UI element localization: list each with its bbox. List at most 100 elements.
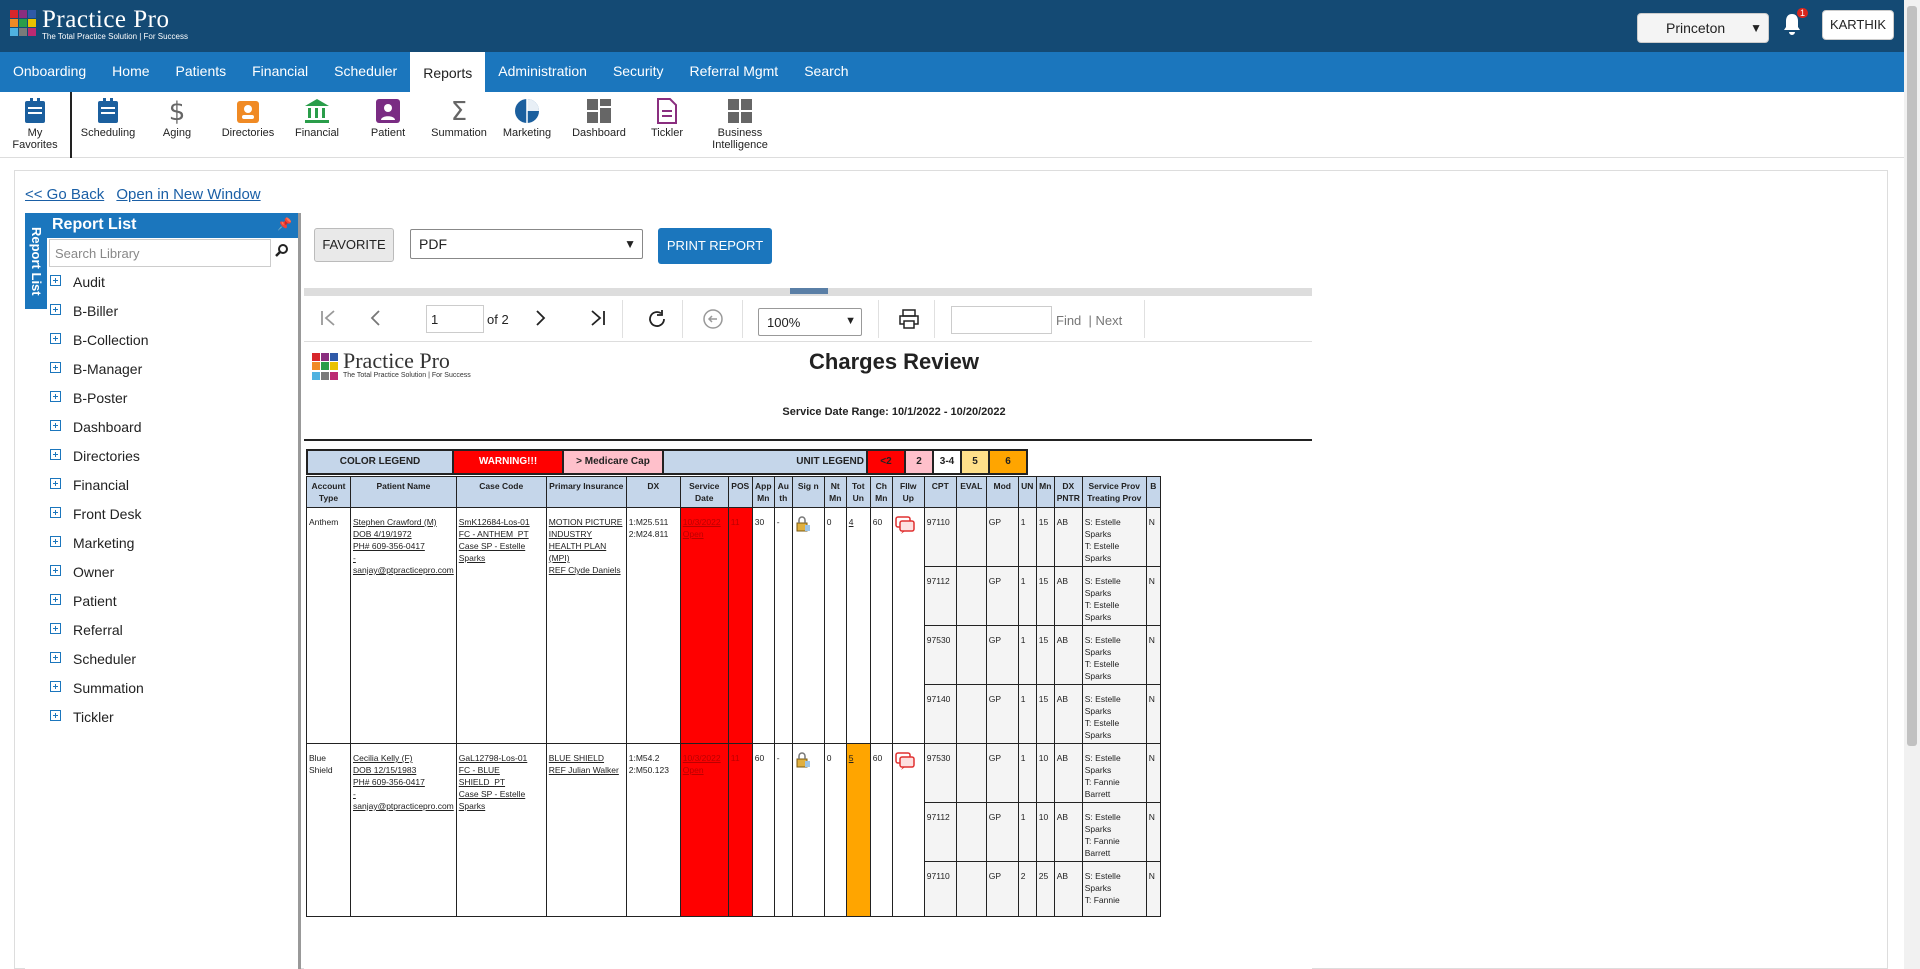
expand-icon[interactable] <box>50 594 61 605</box>
cell-line[interactable]: sanjay@ptpracticepro.com <box>353 565 454 575</box>
tree-node-tickler[interactable]: Tickler <box>50 709 148 738</box>
print-icon[interactable] <box>898 308 920 330</box>
tree-node-patient[interactable]: Patient <box>50 593 148 622</box>
cell-line[interactable]: 10/3/2022 <box>682 517 721 527</box>
previous-page-icon[interactable] <box>366 308 386 328</box>
find-link[interactable]: Find <box>1056 313 1082 328</box>
collapse-handle[interactable] <box>790 288 828 294</box>
nav-item-referral-mgmt[interactable]: Referral Mgmt <box>689 63 779 79</box>
cell-line[interactable]: Case SP - Estelle Sparks <box>458 541 526 563</box>
cell-line[interactable]: FC - ANTHEM_PT <box>458 529 529 539</box>
last-page-icon[interactable] <box>588 308 608 328</box>
cell-line[interactable]: Open <box>682 529 704 539</box>
cell-line[interactable]: - <box>353 789 356 799</box>
tree-node-audit[interactable]: Audit <box>50 274 148 303</box>
toolbar-directories[interactable]: Directories <box>218 98 278 139</box>
cell-line[interactable]: DOB 12/15/1983 <box>353 765 417 775</box>
expand-icon[interactable] <box>50 420 61 431</box>
go-back-link[interactable]: << Go Back <box>25 186 105 203</box>
expand-icon[interactable] <box>50 391 61 402</box>
tree-node-dashboard[interactable]: Dashboard <box>50 419 148 448</box>
nav-item-scheduler[interactable]: Scheduler <box>334 63 398 79</box>
expand-icon[interactable] <box>50 333 61 344</box>
expand-icon[interactable] <box>50 275 61 286</box>
cell-line[interactable]: SmK12684-Los-01 <box>458 517 530 527</box>
cell-line[interactable]: DOB 4/19/1972 <box>353 529 412 539</box>
nav-item-home[interactable]: Home <box>112 63 150 79</box>
back-to-parent-icon[interactable] <box>702 308 724 330</box>
toolbar-patient[interactable]: Patient <box>366 98 410 139</box>
nav-item-reports[interactable]: Reports <box>410 52 486 92</box>
expand-icon[interactable] <box>50 304 61 315</box>
user-menu-button[interactable]: KARTHIK <box>1822 10 1894 40</box>
nav-item-financial[interactable]: Financial <box>252 63 309 79</box>
nav-item-patients[interactable]: Patients <box>175 63 227 79</box>
report-list-side-tab[interactable]: Report List <box>25 213 47 309</box>
cell-line[interactable]: Case SP - Estelle Sparks <box>458 789 526 811</box>
cell-line[interactable]: MOTION PICTURE INDUSTRY HEALTH PLAN (MPI… <box>548 517 623 563</box>
tree-node-financial[interactable]: Financial <box>50 477 148 506</box>
viewer-collapse-bar[interactable] <box>304 288 1312 296</box>
tree-node-scheduler[interactable]: Scheduler <box>50 651 148 680</box>
tree-node-marketing[interactable]: Marketing <box>50 535 148 564</box>
cell-line[interactable]: Cecilia Kelly (F) <box>353 753 413 763</box>
nav-item-administration[interactable]: Administration <box>498 63 587 79</box>
scrollbar-thumb[interactable] <box>1907 6 1917 746</box>
page-number-input[interactable]: 1 <box>426 305 484 333</box>
tree-node-b-manager[interactable]: B-Manager <box>50 361 148 390</box>
favorite-button[interactable]: FAVORITE <box>314 228 394 262</box>
expand-icon[interactable] <box>50 449 61 460</box>
toolbar-summation[interactable]: Σ Summation <box>428 98 490 139</box>
expand-icon[interactable] <box>50 681 61 692</box>
expand-icon[interactable] <box>50 362 61 373</box>
page-scrollbar[interactable] <box>1904 0 1920 969</box>
toolbar-my-favorites[interactable]: My Favorites <box>10 98 60 151</box>
cell-line[interactable]: BLUE SHIELD <box>548 753 605 763</box>
tree-node-directories[interactable]: Directories <box>50 448 148 477</box>
tree-node-referral[interactable]: Referral <box>50 622 148 651</box>
tree-node-owner[interactable]: Owner <box>50 564 148 593</box>
cell-line[interactable]: REF Julian Walker <box>548 765 619 775</box>
expand-icon[interactable] <box>50 652 61 663</box>
zoom-select[interactable]: 100% ▼ <box>758 308 862 336</box>
search-icon[interactable] <box>275 243 289 257</box>
expand-icon[interactable] <box>50 536 61 547</box>
tree-node-summation[interactable]: Summation <box>50 680 148 709</box>
cell-line[interactable]: - <box>353 553 356 563</box>
toolbar-tickler[interactable]: Tickler <box>645 98 689 139</box>
panel-splitter[interactable] <box>298 213 301 969</box>
toolbar-aging[interactable]: $ Aging <box>155 98 199 139</box>
location-select[interactable]: Princeton ▼ <box>1637 13 1769 43</box>
expand-icon[interactable] <box>50 623 61 634</box>
find-input[interactable] <box>951 306 1052 334</box>
expand-icon[interactable] <box>50 710 61 721</box>
chat-icon[interactable] <box>895 752 915 770</box>
practice-pro-logo[interactable]: Practice Pro The Total Practice Solution … <box>10 7 188 44</box>
toolbar-business-intelligence[interactable]: Business Intelligence <box>708 98 772 151</box>
next-link[interactable]: | Next <box>1088 313 1123 328</box>
cell-line[interactable]: 10/3/2022 <box>682 753 721 763</box>
toolbar-dashboard[interactable]: Dashboard <box>569 98 629 139</box>
toolbar-scheduling[interactable]: Scheduling <box>78 98 138 139</box>
cell-line[interactable]: REF Clyde Daniels <box>548 565 621 575</box>
first-page-icon[interactable] <box>318 308 338 328</box>
toolbar-marketing[interactable]: Marketing <box>500 98 554 139</box>
sign-icon[interactable] <box>795 752 811 768</box>
cell-line[interactable]: sanjay@ptpracticepro.com <box>353 801 454 811</box>
open-new-window-link[interactable]: Open in New Window <box>116 186 261 203</box>
cell-line[interactable]: FC - BLUE SHIELD_PT <box>458 765 506 787</box>
expand-icon[interactable] <box>50 478 61 489</box>
cell-line[interactable]: Open <box>682 765 704 775</box>
sign-icon[interactable] <box>795 516 811 532</box>
nav-item-onboarding[interactable]: Onboarding <box>13 63 87 79</box>
next-page-icon[interactable] <box>530 308 550 328</box>
cell-line[interactable]: PH# 609-356-0417 <box>353 777 425 787</box>
cell-line[interactable]: PH# 609-356-0417 <box>353 541 425 551</box>
tree-node-front-desk[interactable]: Front Desk <box>50 506 148 535</box>
refresh-icon[interactable] <box>646 308 668 330</box>
tree-node-b-collection[interactable]: B-Collection <box>50 332 148 361</box>
notifications-button[interactable]: 1 <box>1781 8 1809 38</box>
expand-icon[interactable] <box>50 565 61 576</box>
cell-line[interactable]: Stephen Crawford (M) <box>353 517 437 527</box>
toolbar-financial[interactable]: Financial <box>290 98 344 139</box>
